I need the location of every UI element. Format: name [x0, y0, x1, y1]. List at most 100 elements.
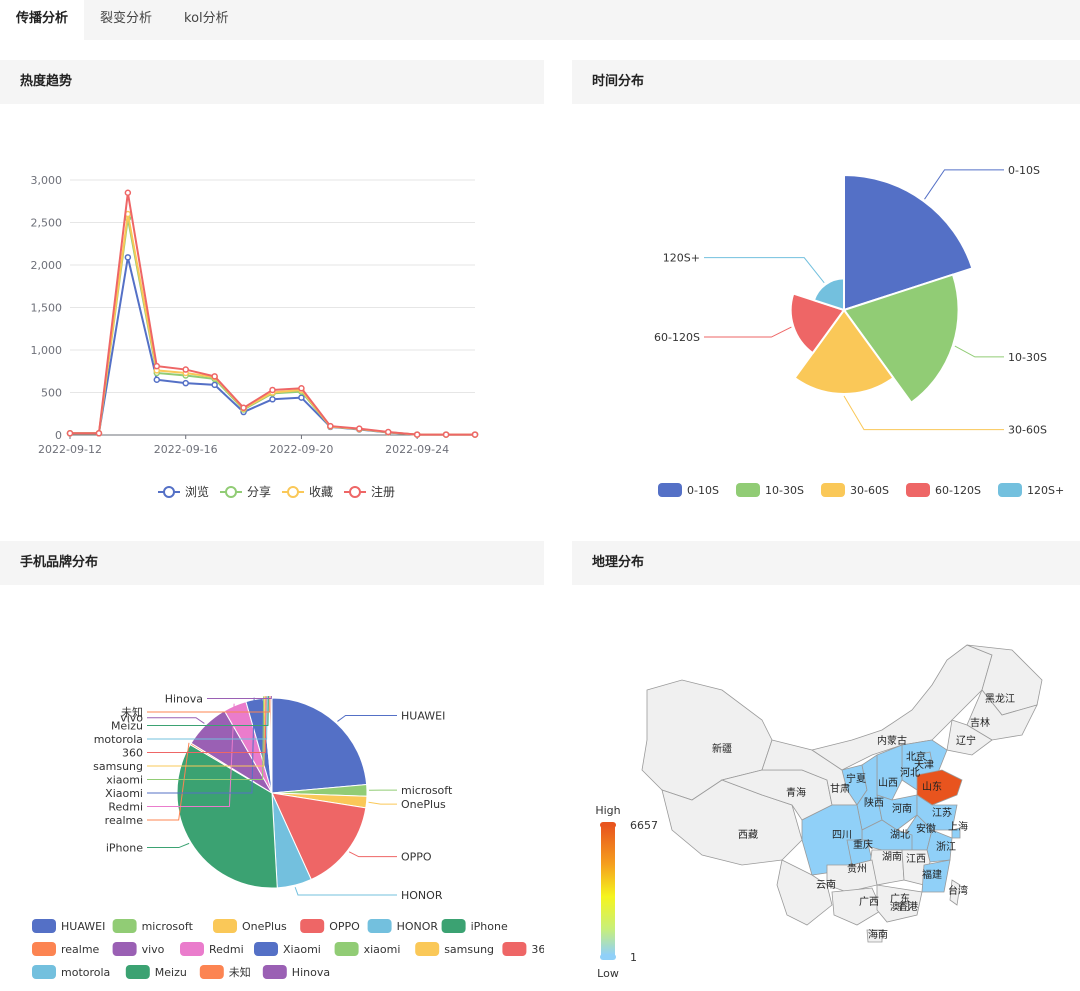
- legend-label: Xiaomi: [283, 943, 321, 956]
- rose-slice-10-30S[interactable]: [843, 273, 960, 404]
- rose-slice-120S+[interactable]: [812, 277, 845, 311]
- province-label: 宁夏: [846, 772, 866, 785]
- visual-map-low-label: Low: [597, 967, 619, 980]
- province-label: 辽宁: [956, 734, 976, 747]
- legend-item-samsung[interactable]: samsung: [415, 942, 494, 956]
- legend-item-10-30S[interactable]: 10-30S: [736, 483, 804, 497]
- region-beijing[interactable]: [916, 751, 933, 765]
- data-point[interactable]: [298, 394, 305, 401]
- pie-leader-line: [147, 742, 190, 821]
- province-label: 江苏: [932, 806, 952, 819]
- pie-slice-OPPO[interactable]: [271, 792, 367, 881]
- rose-leader-line: [843, 395, 1004, 431]
- y-tick-label: 2,000: [31, 259, 63, 272]
- data-point[interactable]: [471, 431, 479, 438]
- region-zhejiang[interactable]: [926, 829, 953, 863]
- data-point[interactable]: [211, 381, 218, 389]
- data-point[interactable]: [124, 189, 132, 196]
- province-label: 山西: [878, 777, 898, 789]
- pie-label: 360: [122, 747, 143, 760]
- legend-item-vivo[interactable]: vivo: [112, 942, 165, 956]
- province-label: 湖北: [890, 829, 910, 841]
- data-point[interactable]: [413, 431, 421, 438]
- province-label: 新疆: [712, 742, 732, 755]
- data-point[interactable]: [240, 404, 247, 412]
- legend-item-OPPO[interactable]: OPPO: [300, 919, 360, 933]
- data-point[interactable]: [66, 430, 74, 437]
- data-point[interactable]: [356, 425, 363, 432]
- data-point[interactable]: [442, 431, 450, 438]
- y-tick-label: 2,500: [31, 217, 63, 230]
- legend-item-分享[interactable]: 分享: [220, 484, 271, 499]
- y-tick-label: 0: [55, 429, 62, 442]
- x-tick-label: 2022-09-12: [38, 443, 102, 456]
- data-point[interactable]: [269, 386, 276, 394]
- region-hainan[interactable]: [866, 929, 883, 943]
- data-point[interactable]: [182, 366, 189, 373]
- rose-slice-0-10S[interactable]: [843, 174, 974, 311]
- legend-item-Hinova[interactable]: Hinova: [262, 965, 330, 979]
- data-point[interactable]: [269, 396, 276, 403]
- region-shanghai[interactable]: [951, 827, 961, 839]
- legend-item-注册[interactable]: 注册: [344, 484, 395, 499]
- legend-item-iPhone[interactable]: iPhone: [441, 919, 508, 933]
- series-line-浏览: [70, 257, 475, 436]
- legend-item-360[interactable]: 360: [502, 942, 544, 956]
- data-point[interactable]: [298, 385, 305, 392]
- legend-item-120S+[interactable]: 120S+: [998, 483, 1064, 497]
- legend-item-0-10S[interactable]: 0-10S: [658, 483, 719, 497]
- legend-label: 360: [531, 943, 544, 956]
- region-taiwan[interactable]: [949, 879, 961, 906]
- pie-leader-line: [337, 715, 397, 722]
- rose-leader-line: [704, 257, 825, 284]
- pie-label: microsoft: [401, 784, 453, 797]
- pie-label: OnePlus: [401, 798, 446, 811]
- legend-item-60-120S[interactable]: 60-120S: [906, 483, 981, 497]
- data-point[interactable]: [384, 428, 392, 436]
- visual-map-bar[interactable]: [601, 825, 615, 955]
- data-point[interactable]: [153, 362, 161, 370]
- legend-label: 0-10S: [687, 484, 719, 497]
- tab-fission-analysis[interactable]: 裂变分析: [100, 11, 153, 26]
- legend-item-motorola[interactable]: motorola: [32, 965, 110, 979]
- legend-item-xiaomi[interactable]: xiaomi: [334, 942, 401, 956]
- data-point[interactable]: [211, 373, 218, 380]
- legend-item-Xiaomi[interactable]: Xiaomi: [254, 942, 321, 956]
- region-guangxi[interactable]: [831, 887, 883, 926]
- legend-item-未知[interactable]: 未知: [199, 965, 251, 979]
- legend-item-Redmi[interactable]: Redmi: [180, 942, 244, 956]
- region-fujian[interactable]: [921, 859, 951, 893]
- tab-kol-analysis[interactable]: kol分析: [184, 11, 229, 26]
- tab-spread-analysis[interactable]: 传播分析: [0, 0, 85, 40]
- data-point[interactable]: [327, 422, 334, 430]
- legend-item-收藏[interactable]: 收藏: [282, 485, 333, 499]
- legend-label: 未知: [229, 965, 251, 979]
- legend-item-OnePlus[interactable]: OnePlus: [213, 919, 287, 933]
- province-label: 四川: [832, 830, 852, 841]
- region-yunnan[interactable]: [776, 859, 833, 926]
- region-liaoning[interactable]: [946, 719, 993, 756]
- rose-slice-60-120S[interactable]: [789, 292, 845, 355]
- province-label: 浙江: [936, 841, 956, 853]
- legend-item-浏览[interactable]: 浏览: [158, 484, 209, 499]
- visual-map-legend: High 6657 1 Low: [595, 804, 658, 980]
- legend-item-microsoft[interactable]: microsoft: [112, 919, 194, 933]
- legend-item-HUAWEI[interactable]: HUAWEI: [32, 919, 105, 933]
- data-point[interactable]: [95, 430, 103, 437]
- legend-label: samsung: [444, 943, 494, 956]
- data-point[interactable]: [124, 254, 132, 261]
- rose-label: 30-60S: [1008, 424, 1047, 437]
- legend-item-30-60S[interactable]: 30-60S: [821, 483, 889, 497]
- visual-map-low-handle[interactable]: [600, 954, 616, 960]
- data-point[interactable]: [182, 379, 189, 387]
- legend-item-realme[interactable]: realme: [32, 942, 100, 956]
- legend-item-Meizu[interactable]: Meizu: [125, 965, 187, 979]
- data-point[interactable]: [153, 376, 161, 383]
- pie-slice-HUAWEI[interactable]: [271, 697, 368, 794]
- legend-label: xiaomi: [364, 943, 401, 956]
- rose-slice-30-60S[interactable]: [793, 309, 895, 395]
- legend-item-HONOR[interactable]: HONOR: [367, 919, 439, 933]
- region-shanxi[interactable]: [876, 744, 903, 801]
- region-guangdong[interactable]: [876, 884, 923, 923]
